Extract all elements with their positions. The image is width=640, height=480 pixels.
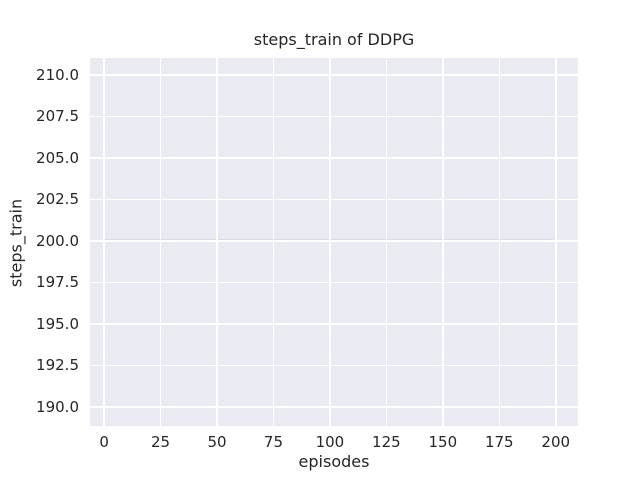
y-tick-label: 207.5 xyxy=(36,107,79,126)
y-tick-label: 210.0 xyxy=(36,65,79,84)
gridline-y-205 xyxy=(90,157,578,159)
plot-area xyxy=(90,58,578,426)
x-tick-label: 25 xyxy=(151,433,171,451)
gridline-y-192.5 xyxy=(90,364,578,367)
gridline-x-150 xyxy=(442,58,444,426)
gridline-x-75 xyxy=(272,58,275,426)
gridline-x-175 xyxy=(498,58,501,426)
y-tick-label: 202.5 xyxy=(36,190,79,209)
y-tick-label: 190.0 xyxy=(36,397,79,416)
gridline-x-50 xyxy=(216,58,218,426)
x-tick-label: 75 xyxy=(263,433,284,451)
y-tick-label: 195.0 xyxy=(36,314,79,333)
chart-title: steps_train of DDPG xyxy=(253,30,415,49)
x-tick-label: 175 xyxy=(484,433,514,451)
y-tick-label: 200.0 xyxy=(36,231,79,250)
x-tick-label: 50 xyxy=(207,433,227,451)
gridline-x-125 xyxy=(385,58,388,426)
x-tick-label: 150 xyxy=(428,433,458,451)
gridline-x-200 xyxy=(555,58,557,426)
x-tick-label: 100 xyxy=(315,433,345,451)
gridline-x-100 xyxy=(329,58,331,426)
gridline-x-0 xyxy=(103,58,105,426)
gridline-y-202.5 xyxy=(90,198,578,201)
y-tick-label: 205.0 xyxy=(36,148,79,167)
x-tick-label: 125 xyxy=(372,433,401,451)
gridline-y-200 xyxy=(90,240,578,242)
y-tick-label: 192.5 xyxy=(36,356,79,375)
x-tick-label: 200 xyxy=(541,433,571,451)
gridline-y-190 xyxy=(90,406,578,408)
gridline-y-207.5 xyxy=(90,115,578,118)
x-axis-label: episodes xyxy=(298,452,370,471)
gridline-y-197.5 xyxy=(90,281,578,284)
series-plot xyxy=(104,239,554,242)
gridline-y-195 xyxy=(90,323,578,325)
gridline-x-25 xyxy=(159,58,162,426)
y-tick-label: 197.5 xyxy=(36,273,79,292)
gridline-y-210 xyxy=(90,74,578,76)
x-tick-label: 0 xyxy=(99,433,109,451)
